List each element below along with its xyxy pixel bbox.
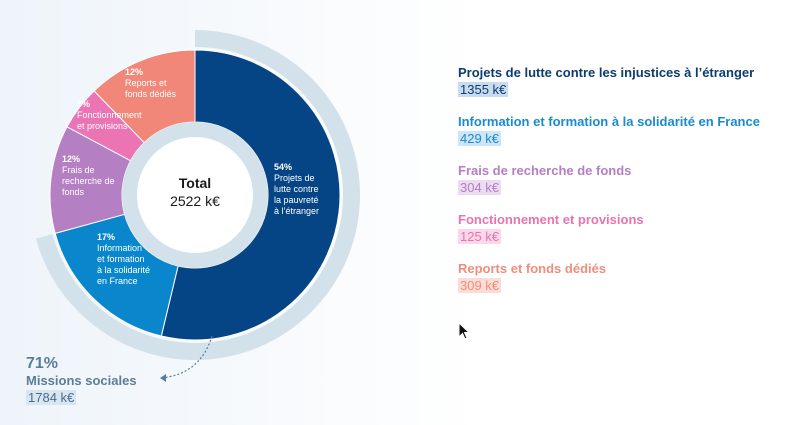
outer-ring-name: Missions sociales [26,373,137,388]
callout-connector [159,335,213,379]
donut-chart: Total 2522 k€ 54% Projets de lutte contre l… [35,30,361,382]
center-title: Total [179,175,211,191]
legend-name: Reports et fonds dédiés [458,261,607,276]
slice-label: 12% Frais de recherche de fonds [62,154,115,197]
pie-slice [160,49,341,341]
legend-item: Projets de lutte contre les injustices à… [458,64,798,113]
legend-value: 429 k€ [458,131,502,146]
legend: Projets de lutte contre les injustices à… [458,64,798,309]
legend-item: Frais de recherche de fonds 304 k€ [458,162,798,211]
outer-ring-percent: 71% [26,355,59,372]
legend-name: Projets de lutte contre les injustices à… [458,65,755,80]
legend-name: Frais de recherche de fonds [458,163,632,178]
outer-ring-callout: 71% Missions sociales 1784 k€ [26,354,137,407]
legend-value: 304 k€ [458,180,502,195]
legend-item: Information et formation à la solidarité… [458,113,798,162]
slice-label: 5% Fonctionnement et provisions [77,99,142,131]
legend-value: 1355 k€ [458,82,509,97]
legend-item: Reports et fonds dédiés 309 k€ [458,260,798,309]
callout-arrowhead [160,374,166,382]
outer-ring-amount: 1784 k€ [26,390,77,405]
slice-label: 54% Projets de lutte contre la pauvreté à l’… [274,162,319,216]
legend-value: 309 k€ [458,278,502,293]
center-value: 2522 k€ [170,193,220,209]
legend-value: 125 k€ [458,229,502,244]
legend-name: Information et formation à la solidarité… [458,114,760,129]
mouse-cursor-icon [458,322,471,340]
slice-label: 17% Information et formation à la solidarit… [97,232,150,286]
slice-label: 12% Reports et fonds dédiés [125,67,177,99]
legend-item: Fonctionnement et provisions 125 k€ [458,211,798,260]
center-hole [137,137,253,253]
legend-name: Fonctionnement et provisions [458,212,644,227]
